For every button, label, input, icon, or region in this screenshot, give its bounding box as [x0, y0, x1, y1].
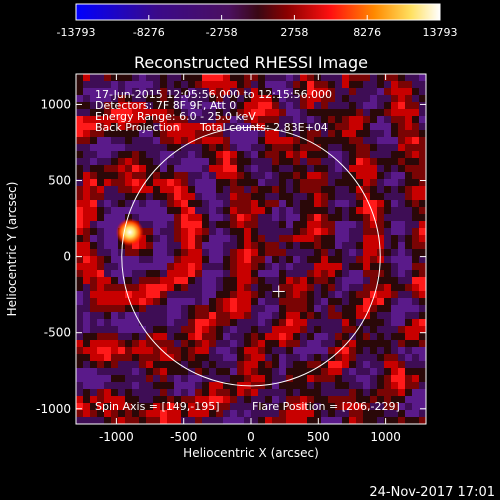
flare-source-blob — [115, 218, 144, 247]
y-tick-label: 1000 — [40, 97, 71, 111]
y-tick-label: -500 — [44, 326, 71, 340]
total-counts-text: Total counts: 2.83E+04 — [199, 121, 328, 134]
chart-title: Reconstructed RHESSI Image — [134, 53, 368, 72]
colorbar-tick-label: 13793 — [423, 26, 458, 39]
x-tick-label: 1000 — [370, 430, 401, 444]
x-tick-label: -500 — [170, 430, 197, 444]
axis-ticks: -1000 -500 0 500 1000 1000 500 0 -500 -1000 — [36, 74, 426, 444]
spin-axis-text: Spin Axis = [149,-195] — [95, 400, 220, 413]
y-axis-label: Heliocentric Y (arcsec) — [5, 182, 19, 317]
heatmap-image — [76, 74, 426, 424]
y-tick-label: -1000 — [36, 402, 71, 416]
y-tick-label: 500 — [48, 174, 71, 188]
colorbar-ticks: -13793 -8276 -2758 2758 8276 13793 — [57, 15, 458, 39]
solar-limb-circle — [121, 126, 381, 387]
energy-range-text: Energy Range: 6.0 - 25.0 keV — [95, 110, 256, 123]
x-tick-label: 500 — [307, 430, 330, 444]
colorbar-tick-label: 2758 — [280, 26, 308, 39]
colorbar — [75, 3, 441, 21]
plot-area: -1000 -500 0 500 1000 1000 500 0 -500 -1000 — [36, 73, 427, 444]
x-axis-label: Heliocentric X (arcsec) — [183, 446, 319, 460]
y-tick-label: 0 — [63, 250, 71, 264]
colorbar-tick-label: -8276 — [133, 26, 165, 39]
detectors-text: Detectors: 7F 8F 9F, Att 0 — [95, 99, 236, 112]
colorbar-tick-label: 8276 — [353, 26, 381, 39]
footer-timestamp: 24-Nov-2017 17:01 — [369, 485, 495, 500]
method-text: Back Projection — [95, 121, 180, 134]
x-tick-label: -1000 — [99, 430, 134, 444]
colorbar-tick-label: -13793 — [57, 26, 96, 39]
flare-position-marker — [272, 285, 285, 298]
x-tick-label: 0 — [247, 430, 255, 444]
colorbar-tick-label: -2758 — [206, 26, 238, 39]
time-range-text: 17-Jun-2015 12:05:56.000 to 12:15:56.000 — [95, 88, 332, 101]
info-block: 17-Jun-2015 12:05:56.000 to 12:15:56.000… — [95, 88, 332, 134]
flare-position-text: Flare Position = [206,-229] — [252, 400, 400, 413]
